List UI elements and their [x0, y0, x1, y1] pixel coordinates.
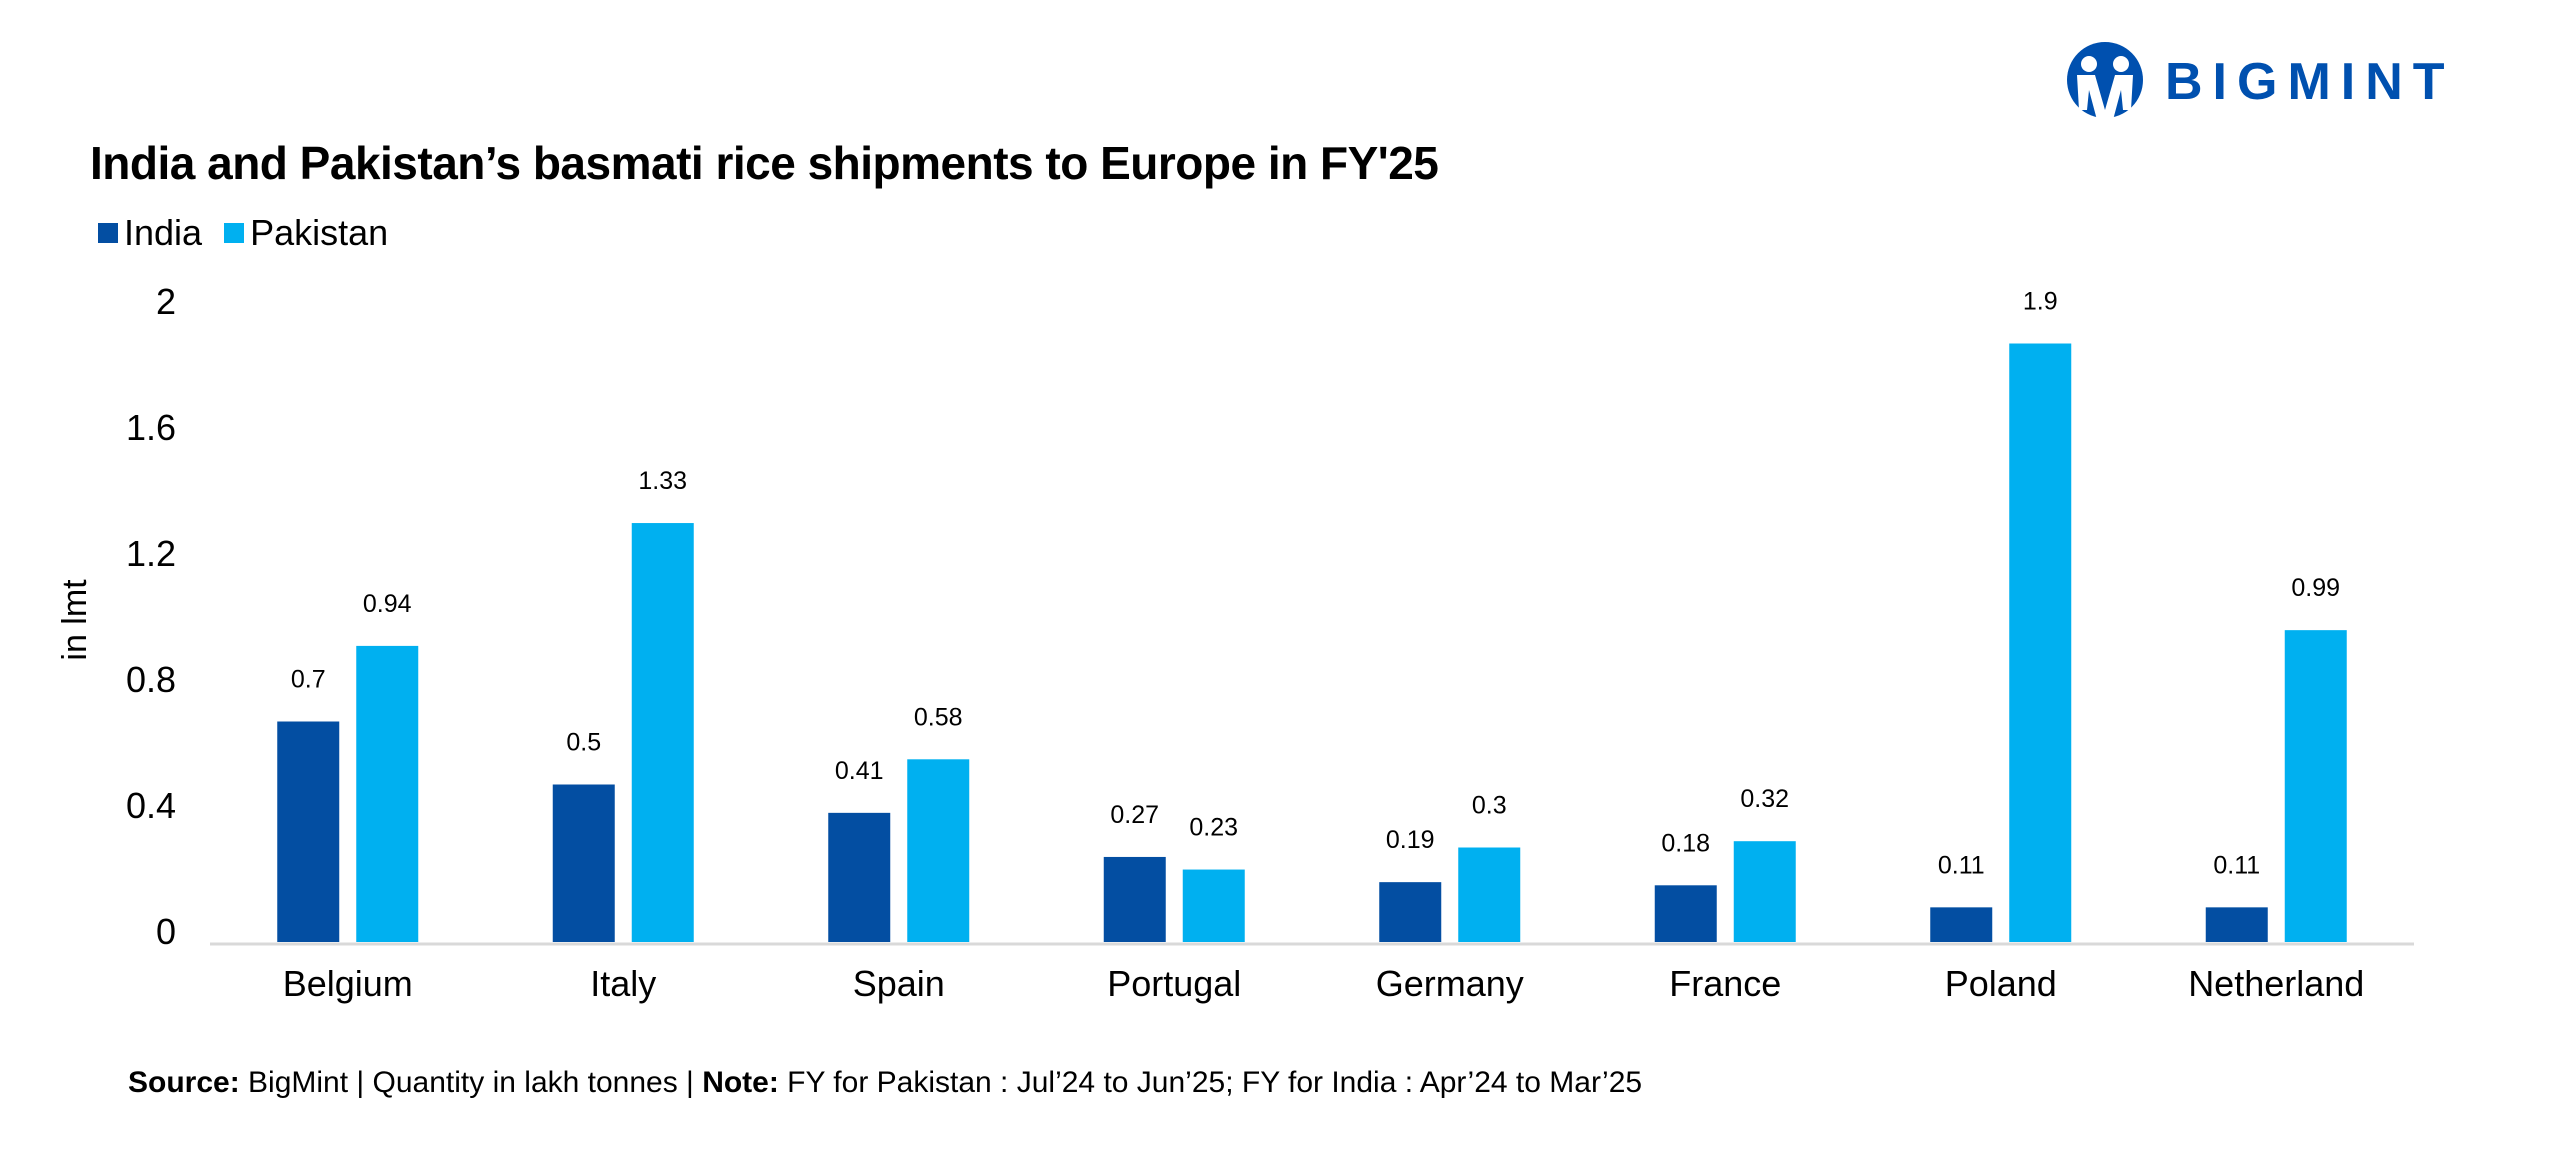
x-tick-label: Germany: [1376, 963, 1524, 1004]
data-label-india: 0.5: [566, 729, 601, 757]
bar-india: [2205, 907, 2268, 942]
source-text: BigMint | Quantity in lakh tonnes |: [239, 1066, 703, 1099]
bar-india: [828, 812, 891, 942]
data-label-pakistan: 0.32: [1740, 785, 1789, 813]
legend-item-india: India: [98, 212, 202, 254]
x-tick-label: Belgium: [283, 963, 413, 1004]
bar-india: [1103, 856, 1166, 942]
bigmint-logo: BIGMINT: [2065, 42, 2455, 122]
data-label-pakistan: 0.58: [914, 703, 963, 731]
legend: India Pakistan: [98, 212, 410, 254]
bar-india: [1654, 885, 1717, 942]
chart-title: India and Pakistan’s basmati rice shipme…: [90, 137, 1439, 189]
data-label-pakistan: 0.3: [1472, 792, 1507, 820]
bar-pakistan: [1182, 869, 1245, 942]
bar-pakistan: [1458, 847, 1521, 942]
data-label-india: 0.41: [835, 757, 884, 785]
data-label-india: 0.11: [1938, 851, 1985, 879]
y-tick-label: 2: [156, 281, 176, 322]
y-axis-label: in lmt: [56, 579, 94, 661]
x-tick-label: Portugal: [1107, 963, 1241, 1004]
footer-note: Source: BigMint | Quantity in lakh tonne…: [128, 1066, 1642, 1100]
data-label-india: 0.7: [291, 666, 326, 694]
bar-pakistan: [356, 645, 419, 942]
data-label-india: 0.11: [2213, 851, 2260, 879]
bigmint-logo-text: BIGMINT: [2165, 53, 2455, 111]
legend-swatch-pakistan: [224, 223, 245, 243]
bar-pakistan: [631, 523, 694, 942]
x-tick-label: France: [1669, 963, 1781, 1004]
y-tick-label: 1.2: [126, 533, 176, 574]
data-label-pakistan: 0.23: [1189, 814, 1238, 842]
x-tick-label: Spain: [853, 963, 945, 1004]
legend-item-pakistan: Pakistan: [224, 212, 388, 254]
data-label-pakistan: 1.33: [638, 467, 687, 495]
legend-label-india: India: [124, 212, 203, 253]
y-tick-label: 1.6: [126, 407, 176, 448]
y-tick-label: 0.4: [126, 785, 176, 826]
x-tick-label: Italy: [590, 963, 656, 1004]
source-label: Source:: [128, 1066, 240, 1099]
bar-india: [552, 784, 615, 942]
bigmint-logo-icon: [2067, 42, 2143, 120]
legend-label-pakistan: Pakistan: [250, 212, 389, 253]
bar-india: [1379, 882, 1442, 942]
data-label-pakistan: 1.9: [2023, 288, 2058, 316]
bar-pakistan: [2009, 343, 2072, 942]
bar-pakistan: [907, 759, 970, 942]
x-tick-label: Poland: [1945, 963, 2057, 1004]
bar-india: [277, 721, 340, 942]
data-label-india: 0.27: [1110, 801, 1159, 829]
y-tick-label: 0.8: [126, 659, 176, 700]
data-label-pakistan: 0.99: [2291, 574, 2340, 602]
bar-india: [1930, 907, 1993, 942]
data-label-pakistan: 0.94: [363, 590, 412, 618]
data-label-india: 0.19: [1386, 826, 1435, 854]
x-tick-label: Netherland: [2188, 963, 2364, 1004]
legend-swatch-india: [98, 223, 118, 243]
bar-pakistan: [1733, 841, 1796, 942]
bar-pakistan: [2284, 630, 2347, 942]
note-label: Note:: [702, 1066, 779, 1099]
y-tick-label: 0: [156, 911, 176, 952]
data-label-india: 0.18: [1661, 829, 1710, 857]
note-text: FY for Pakistan : Jul’24 to Jun’25; FY f…: [778, 1066, 1643, 1099]
